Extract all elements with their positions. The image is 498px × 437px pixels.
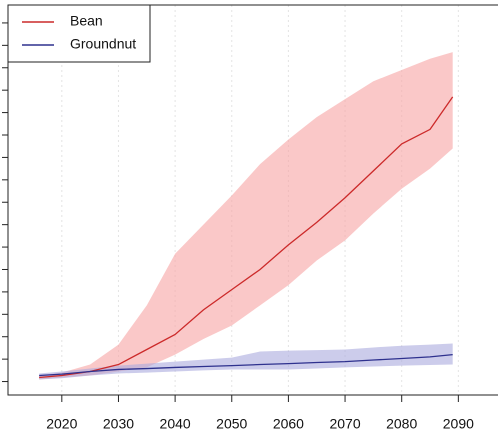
lines xyxy=(39,96,454,379)
x-tick-label: 2090 xyxy=(443,416,474,432)
legend-box xyxy=(7,4,151,63)
legend-label: Groundnut xyxy=(70,36,136,52)
x-tick-label: 2050 xyxy=(216,416,247,432)
x-tick-label: 2080 xyxy=(386,416,417,432)
series-line xyxy=(39,96,454,379)
x-tick-label: 2040 xyxy=(160,416,191,432)
uncertainty-band xyxy=(39,52,453,380)
legend-label: Bean xyxy=(70,13,103,29)
plot-frame xyxy=(7,4,498,396)
x-tick-label: 2070 xyxy=(329,416,360,432)
bands xyxy=(39,5,459,395)
axes: 2020 2030 2040 2050 2060 2070 2080 2090 Bean Grou… xyxy=(2,4,498,432)
x-tick-label: 2020 xyxy=(46,416,77,432)
x-tick-label: 2060 xyxy=(273,416,304,432)
legend: Bean Groundnut xyxy=(7,4,151,63)
series-line xyxy=(39,354,453,377)
x-tick-label: 2030 xyxy=(103,416,134,432)
uncertainty-band xyxy=(39,343,453,380)
